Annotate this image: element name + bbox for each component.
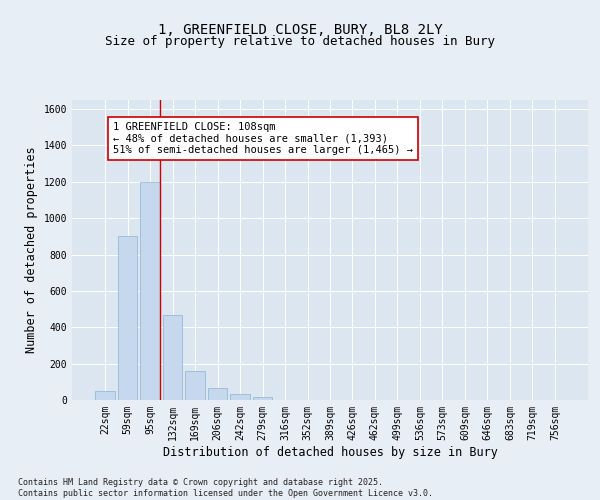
Bar xyxy=(253,398,272,400)
Text: 1 GREENFIELD CLOSE: 108sqm
← 48% of detached houses are smaller (1,393)
51% of s: 1 GREENFIELD CLOSE: 108sqm ← 48% of deta… xyxy=(113,122,413,155)
Text: Contains HM Land Registry data © Crown copyright and database right 2025.
Contai: Contains HM Land Registry data © Crown c… xyxy=(18,478,433,498)
Bar xyxy=(140,182,160,400)
Y-axis label: Number of detached properties: Number of detached properties xyxy=(25,146,38,354)
Text: Size of property relative to detached houses in Bury: Size of property relative to detached ho… xyxy=(105,35,495,48)
Bar xyxy=(185,371,205,400)
Bar xyxy=(230,394,250,400)
Bar xyxy=(118,236,137,400)
Bar xyxy=(95,391,115,400)
Bar xyxy=(163,314,182,400)
Bar xyxy=(208,388,227,400)
X-axis label: Distribution of detached houses by size in Bury: Distribution of detached houses by size … xyxy=(163,446,497,458)
Text: 1, GREENFIELD CLOSE, BURY, BL8 2LY: 1, GREENFIELD CLOSE, BURY, BL8 2LY xyxy=(158,22,442,36)
